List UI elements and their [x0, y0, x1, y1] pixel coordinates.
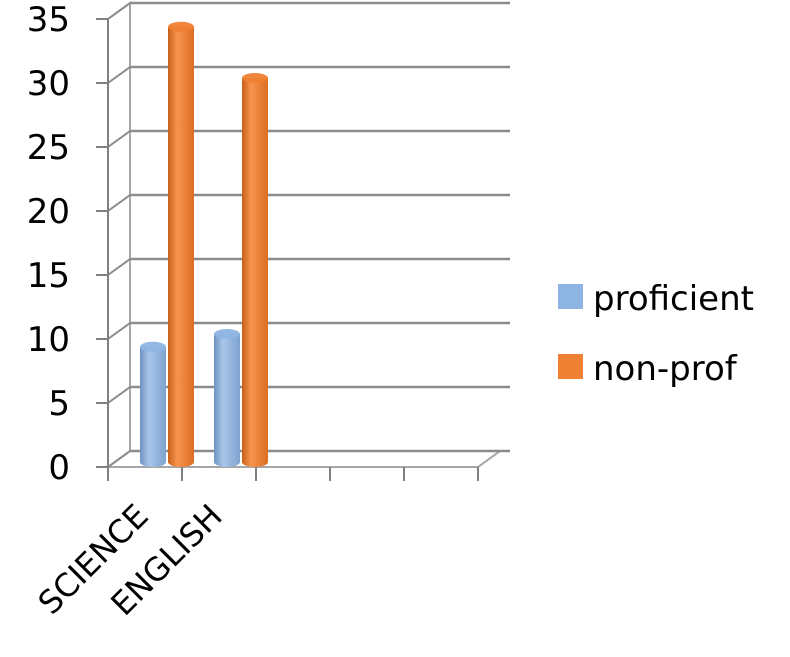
- bar-proficient: [140, 341, 166, 467]
- chart-walls: [104, 1, 504, 469]
- side-wall: [107, 1, 131, 469]
- gridline-depth: [107, 66, 131, 84]
- bar-non-prof: [242, 73, 268, 467]
- y-tick-label: 20: [27, 192, 70, 232]
- y-tick-label: 0: [48, 448, 70, 488]
- axes: [96, 18, 479, 481]
- legend-item-non-prof: non-prof: [558, 349, 738, 389]
- legend-swatch: [558, 284, 583, 309]
- y-tick-label: 25: [27, 128, 70, 168]
- gridline-depth: [107, 130, 131, 148]
- y-tick-label: 35: [27, 0, 70, 40]
- y-axis-tick-labels: 0 5 10 15 20 25 30 35: [27, 0, 70, 488]
- gridline-depth: [107, 322, 131, 340]
- legend-label: proficient: [593, 279, 754, 319]
- bar-proficient: [214, 329, 240, 467]
- gridline-depth: [107, 450, 131, 468]
- legend: proficient non-prof: [558, 279, 754, 389]
- y-tick-label: 10: [27, 320, 70, 360]
- y-tick-label: 5: [48, 384, 70, 424]
- gridline-depth: [107, 386, 131, 404]
- legend-item-proficient: proficient: [558, 279, 754, 319]
- bar-non-prof: [168, 21, 194, 468]
- legend-label: non-prof: [593, 349, 738, 389]
- y-tick-label: 15: [27, 256, 70, 296]
- y-tick-label: 30: [27, 64, 70, 104]
- gridline-depth: [107, 258, 131, 276]
- bars: [140, 21, 268, 468]
- legend-swatch: [558, 354, 583, 379]
- gridline-depth: [107, 2, 131, 20]
- floor: [104, 450, 504, 468]
- gridline-depth: [107, 194, 131, 212]
